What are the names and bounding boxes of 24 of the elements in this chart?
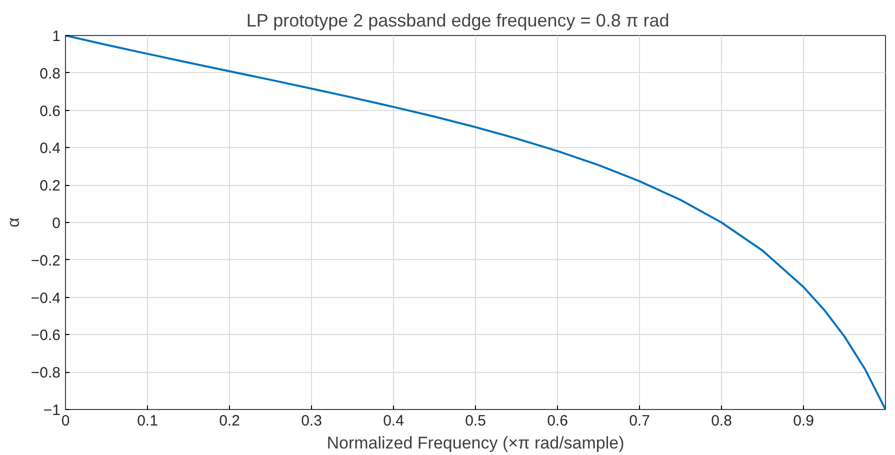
chart-title: LP prototype 2 passband edge frequency = 0.8 π rad xyxy=(246,10,670,30)
line-series xyxy=(66,36,886,410)
x-tick-label: 0.5 xyxy=(465,412,486,430)
x-axis-title: Normalized Frequency (×π rad/sample) xyxy=(326,434,624,452)
y-tick-label: −1 xyxy=(43,402,61,419)
x-tick-label: 0.8 xyxy=(711,412,732,430)
x-tick-label: 0.2 xyxy=(219,412,240,430)
y-tick-label: −0.2 xyxy=(30,252,61,270)
y-tick-label: −0.8 xyxy=(30,364,61,382)
y-tick-label: 0 xyxy=(52,215,60,232)
y-tick-label: −0.6 xyxy=(30,327,61,344)
y-tick-label: 0.6 xyxy=(40,102,61,120)
x-tick-label: 0.9 xyxy=(793,412,814,430)
y-tick-label: 0.4 xyxy=(40,140,61,158)
y-tick-label: 0.8 xyxy=(40,65,61,82)
y-axis-title: α xyxy=(4,217,23,228)
y-tick-label: 1 xyxy=(52,28,60,45)
x-tick-label: 0.7 xyxy=(629,412,650,430)
x-tick-label: 0.6 xyxy=(547,412,568,430)
x-tick-label: 0.1 xyxy=(137,412,158,430)
y-tick-label: −0.4 xyxy=(30,290,61,307)
x-tick-label: 0.3 xyxy=(301,412,322,430)
x-tick-label: 0.4 xyxy=(383,412,404,430)
y-tick-label: 0.2 xyxy=(40,178,61,195)
